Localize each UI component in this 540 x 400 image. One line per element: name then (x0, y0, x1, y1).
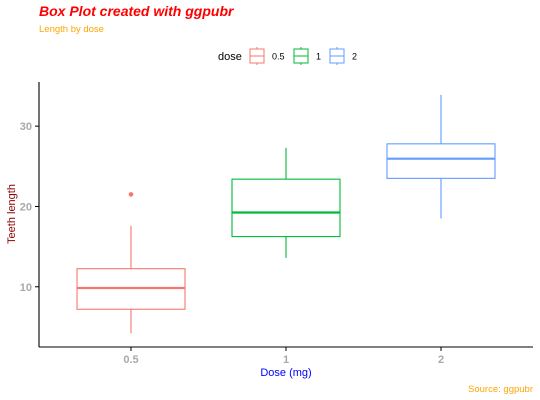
x-axis-ticks: 0.5 1 2 (123, 347, 444, 366)
x-tick-label: 0.5 (123, 354, 138, 366)
box-1 (231, 147, 341, 258)
legend-item-1: 1 (293, 47, 321, 65)
chart-subtitle: Length by dose (39, 24, 104, 35)
outlier-point (128, 192, 134, 197)
box-2 (386, 94, 496, 219)
x-tick-label: 2 (438, 354, 444, 366)
x-axis-title: Dose (mg) (260, 367, 311, 379)
chart-title: Box Plot created with ggpubr (39, 3, 235, 19)
x-tick-label: 1 (283, 354, 289, 366)
legend-label: 2 (352, 52, 357, 62)
legend-label: 0.5 (272, 52, 285, 62)
y-axis-ticks: 10 20 30 (20, 121, 39, 294)
chart-caption: Source: ggpubr (468, 384, 533, 395)
legend-item-0-5: 0.5 (249, 47, 285, 65)
plot-area (76, 94, 496, 334)
legend: dose 0.5 1 2 (218, 47, 357, 65)
iqr-box (386, 143, 496, 179)
legend-items: 0.5 1 2 (249, 47, 357, 65)
y-tick-label: 30 (20, 121, 32, 133)
y-tick-label: 10 (20, 282, 32, 294)
legend-item-2: 2 (329, 47, 357, 65)
legend-title: dose (218, 51, 242, 63)
iqr-box (231, 178, 341, 238)
y-axis-title: Teeth length (6, 184, 18, 244)
legend-label: 1 (316, 52, 321, 62)
y-tick-label: 20 (20, 201, 32, 213)
box-0-5 (76, 192, 186, 334)
